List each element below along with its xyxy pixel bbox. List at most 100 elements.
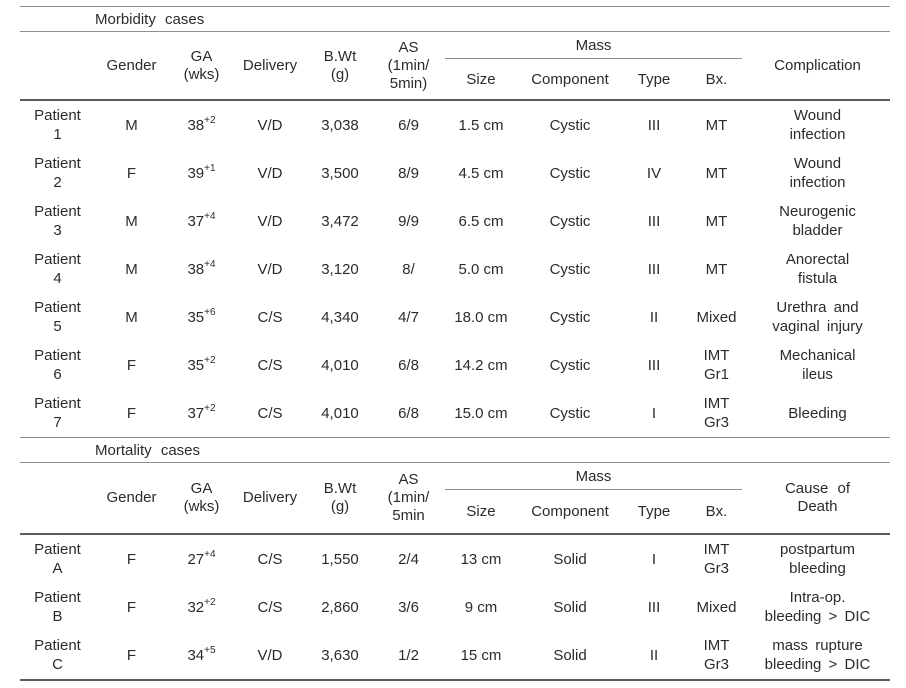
ga-value: 27 xyxy=(187,550,205,568)
ga-superscript: +2 xyxy=(204,596,216,608)
cell-bx: MT xyxy=(688,116,745,135)
cell-line: V/D xyxy=(257,646,283,664)
header-cause-of-death: Cause of Death xyxy=(745,463,890,533)
cell-line: 4.5 cm xyxy=(458,164,504,182)
cell-line: Cystic xyxy=(549,260,591,278)
cell-size: 1.5 cm xyxy=(442,116,520,135)
cell-line: 14.2 cm xyxy=(454,356,508,374)
header-as-line2: (1min/ xyxy=(387,489,430,506)
header-bwt-line2: (g) xyxy=(330,498,350,515)
cell-outcome: Bleeding xyxy=(745,404,890,423)
cell-line: III xyxy=(647,116,661,134)
header-component: Component xyxy=(531,503,609,520)
cell-line: Mechanical xyxy=(779,347,856,364)
header-complication: Complication xyxy=(745,32,890,99)
header-patient-blank xyxy=(20,32,95,99)
ga-value: 38 xyxy=(187,116,205,134)
cell-size: 15 cm xyxy=(442,646,520,665)
header-delivery: Delivery xyxy=(235,463,305,533)
cell-line: II xyxy=(649,646,659,664)
cell-line: 4/7 xyxy=(398,308,419,326)
cell-delivery: V/D xyxy=(235,646,305,665)
ga-value: 39 xyxy=(187,164,205,182)
cell-line: II xyxy=(649,308,659,326)
cell-line: III xyxy=(647,598,661,616)
table-row: Patient A F 27+4 C/S 1,550 2/4 13 cm Solid I IMT Gr… xyxy=(20,535,890,583)
morbidity-title-row: Morbidity cases xyxy=(20,7,890,31)
header-as-line2: (1min/ xyxy=(387,56,430,74)
cell-line: Gr3 xyxy=(703,560,729,577)
ga-superscript: +5 xyxy=(204,644,216,656)
cell-line: MT xyxy=(705,116,728,134)
cell-patient: Patient 5 xyxy=(20,298,95,336)
ga-value: 32 xyxy=(187,598,205,616)
cell-line: 1/2 xyxy=(398,646,419,664)
cell-line: 2/4 xyxy=(398,550,419,568)
cell-line: Wound xyxy=(793,107,842,124)
header-gender: Gender xyxy=(95,463,168,533)
cell-line: Gr3 xyxy=(703,656,729,673)
cell-outcome: postpartum bleeding xyxy=(745,540,890,578)
cell-line: 3 xyxy=(53,222,62,239)
header-mass-label: Mass xyxy=(575,468,612,485)
cell-type: III xyxy=(620,212,688,231)
header-bwt: B.Wt (g) xyxy=(305,463,375,533)
cell-bwt: 3,630 xyxy=(305,646,375,665)
cell-delivery: V/D xyxy=(235,164,305,183)
cell-line: Anorectal xyxy=(785,251,850,268)
cell-bx: MT xyxy=(688,260,745,279)
cell-line: 15.0 cm xyxy=(454,404,508,422)
ga-superscript: +4 xyxy=(204,210,216,222)
cell-as: 8/9 xyxy=(375,164,442,183)
table-row: Patient C F 34+5 V/D 3,630 1/2 15 cm Solid II IMT G… xyxy=(20,631,890,679)
cell-line: C xyxy=(52,656,63,673)
morbidity-title-rule xyxy=(20,31,890,32)
cell-bx: MT xyxy=(688,164,745,183)
cell-line: B xyxy=(52,608,63,625)
cell-line: ileus xyxy=(802,366,833,383)
cell-bwt: 4,340 xyxy=(305,308,375,327)
mortality-top-rule xyxy=(20,437,890,438)
header-ga-line1: GA xyxy=(190,480,213,497)
header-delivery: Delivery xyxy=(235,32,305,99)
cell-bx: IMT Gr3 xyxy=(688,636,745,674)
header-delivery-label: Delivery xyxy=(242,56,298,74)
cell-patient: Patient A xyxy=(20,540,95,578)
header-cause-line1: Cause of xyxy=(784,480,851,497)
cell-gender: F xyxy=(95,550,168,569)
header-bwt: B.Wt (g) xyxy=(305,32,375,99)
cell-bwt: 1,550 xyxy=(305,550,375,569)
cell-delivery: V/D xyxy=(235,260,305,279)
cell-line: 9/9 xyxy=(398,212,419,230)
morbidity-rows: Patient 1 M 38+2 V/D 3,038 6/9 1.5 cm Cystic III M… xyxy=(20,101,890,437)
cell-line: 3,472 xyxy=(321,212,359,230)
cell-line: 9 cm xyxy=(464,598,498,616)
cell-line: bleeding > DIC xyxy=(764,656,871,673)
cell-line: MT xyxy=(705,212,728,230)
header-as: AS (1min/ 5min xyxy=(375,463,442,533)
cell-line: 6 xyxy=(53,366,62,383)
cell-line: 13 cm xyxy=(460,550,502,568)
table-row: Patient 6 F 35+2 C/S 4,010 6/8 14.2 cm Cystic III… xyxy=(20,341,890,389)
cell-line: 2 xyxy=(53,174,62,191)
cell-line: C/S xyxy=(257,356,283,374)
cell-delivery: V/D xyxy=(235,116,305,135)
cell-line: 4 xyxy=(53,270,62,287)
cell-type: III xyxy=(620,356,688,375)
cell-gender: F xyxy=(95,356,168,375)
cell-line: 4,340 xyxy=(321,308,359,326)
cell-line: III xyxy=(647,212,661,230)
cell-line: 8/9 xyxy=(398,164,419,182)
cell-size: 4.5 cm xyxy=(442,164,520,183)
cell-as: 8/ xyxy=(375,260,442,279)
cell-line: III xyxy=(647,356,661,374)
cell-line: I xyxy=(651,550,657,568)
header-mass: Mass xyxy=(442,463,745,489)
ga-value: 35 xyxy=(187,308,205,326)
cell-size: 18.0 cm xyxy=(442,308,520,327)
cell-ga: 37+4 xyxy=(168,210,235,231)
cell-component: Cystic xyxy=(520,308,620,327)
cell-as: 2/4 xyxy=(375,550,442,569)
cell-line: Solid xyxy=(553,598,587,616)
cell-component: Cystic xyxy=(520,164,620,183)
